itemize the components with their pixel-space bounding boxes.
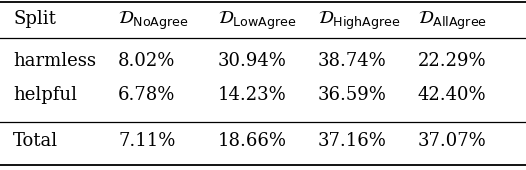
Text: Total: Total	[13, 132, 58, 150]
Text: $\mathcal{D}_{\mathrm{HighAgree}}$: $\mathcal{D}_{\mathrm{HighAgree}}$	[318, 10, 400, 32]
Text: Split: Split	[13, 10, 56, 28]
Text: helpful: helpful	[13, 86, 77, 104]
Text: 14.23%: 14.23%	[218, 86, 287, 104]
Text: 22.29%: 22.29%	[418, 52, 487, 70]
Text: harmless: harmless	[13, 52, 96, 70]
Text: 7.11%: 7.11%	[118, 132, 175, 150]
Text: 18.66%: 18.66%	[218, 132, 287, 150]
Text: 8.02%: 8.02%	[118, 52, 175, 70]
Text: 37.16%: 37.16%	[318, 132, 387, 150]
Text: 37.07%: 37.07%	[418, 132, 487, 150]
Text: 38.74%: 38.74%	[318, 52, 387, 70]
Text: $\mathcal{D}_{\mathrm{LowAgree}}$: $\mathcal{D}_{\mathrm{LowAgree}}$	[218, 10, 296, 32]
Text: $\mathcal{D}_{\mathrm{AllAgree}}$: $\mathcal{D}_{\mathrm{AllAgree}}$	[418, 10, 487, 32]
Text: 36.59%: 36.59%	[318, 86, 387, 104]
Text: $\mathcal{D}_{\mathrm{NoAgree}}$: $\mathcal{D}_{\mathrm{NoAgree}}$	[118, 10, 188, 32]
Text: 6.78%: 6.78%	[118, 86, 175, 104]
Text: 42.40%: 42.40%	[418, 86, 487, 104]
Text: 30.94%: 30.94%	[218, 52, 287, 70]
